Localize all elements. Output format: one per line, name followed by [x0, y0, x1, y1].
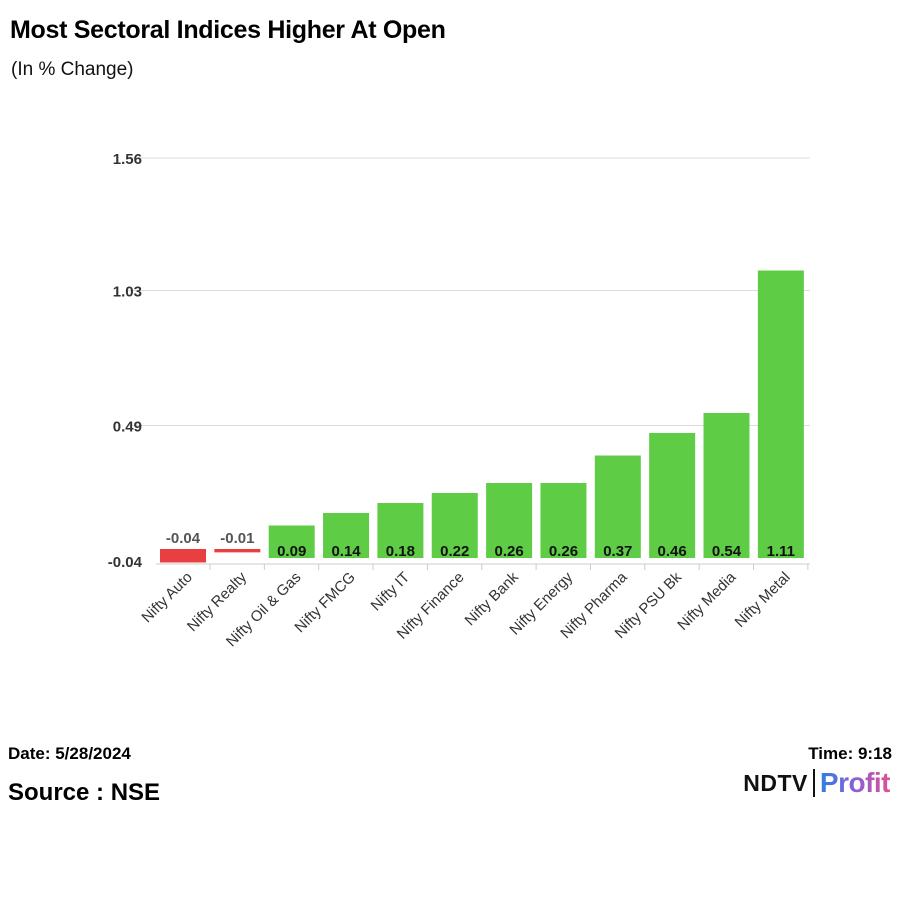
bars	[160, 270, 804, 563]
data-labels: -0.04 -0.01 0.09 0.14 0.18 0.22 0.26 0.26 0.37 0.…	[166, 530, 795, 560]
x-tick-label: Nifty Auto	[138, 569, 195, 626]
data-label: 0.54	[712, 543, 742, 560]
chart-subtitle: (In % Change)	[11, 59, 134, 80]
bar-nifty-media[interactable]	[703, 413, 750, 558]
bar-nifty-it[interactable]	[377, 503, 424, 558]
bar-nifty-energy[interactable]	[540, 483, 587, 558]
logo-divider	[812, 769, 815, 797]
data-label: 1.11	[767, 543, 795, 560]
data-label: 0.22	[440, 543, 469, 560]
data-label: -0.04	[166, 530, 201, 547]
data-label: 0.26	[549, 543, 578, 560]
bar-nifty-fmcg[interactable]	[323, 513, 370, 558]
bar-chart: -0.04 0.49 1.03 1.56 -0.04 -0.01 0.09 0.14 0.18…	[108, 151, 810, 650]
bar-nifty-pharma[interactable]	[594, 455, 641, 559]
data-label: 0.26	[494, 543, 523, 560]
bar-nifty-bank[interactable]	[486, 483, 533, 558]
y-tick-label: 1.03	[113, 283, 142, 300]
data-label: 0.37	[603, 543, 632, 560]
x-tick-label: Nifty IT	[368, 569, 414, 615]
time-label: Time: 9:18	[808, 744, 892, 763]
logo-profit-text: Profit	[819, 767, 891, 798]
bar-nifty-finance[interactable]	[431, 493, 478, 558]
bar-nifty-oil-gas[interactable]	[268, 525, 315, 559]
grid-lines: -0.04 0.49 1.03 1.56	[108, 151, 810, 571]
bar-nifty-metal[interactable]	[757, 270, 804, 559]
source-label: Source : NSE	[8, 779, 161, 806]
data-label: 0.18	[386, 543, 415, 560]
data-label: 0.46	[658, 543, 687, 560]
date-label: Date: 5/28/2024	[8, 744, 131, 763]
x-tick-label: Nifty Metal	[732, 569, 794, 631]
bar-nifty-auto[interactable]	[160, 549, 206, 563]
bar-nifty-realty[interactable]	[214, 549, 261, 553]
ndtv-profit-logo: NDTV Profit	[743, 766, 890, 800]
y-tick-label: 1.56	[113, 151, 142, 168]
y-tick-label: 0.49	[113, 418, 142, 435]
bar-nifty-psu-bk[interactable]	[649, 433, 696, 558]
y-tick-label: -0.04	[108, 554, 143, 571]
data-label: 0.09	[277, 543, 306, 560]
logo-ndtv-text: NDTV	[743, 769, 808, 796]
x-tick-label: Nifty Media	[674, 568, 740, 634]
data-label: 0.14	[331, 543, 361, 560]
data-label: -0.01	[220, 530, 254, 547]
chart-title: Most Sectoral Indices Higher At Open	[10, 16, 446, 44]
